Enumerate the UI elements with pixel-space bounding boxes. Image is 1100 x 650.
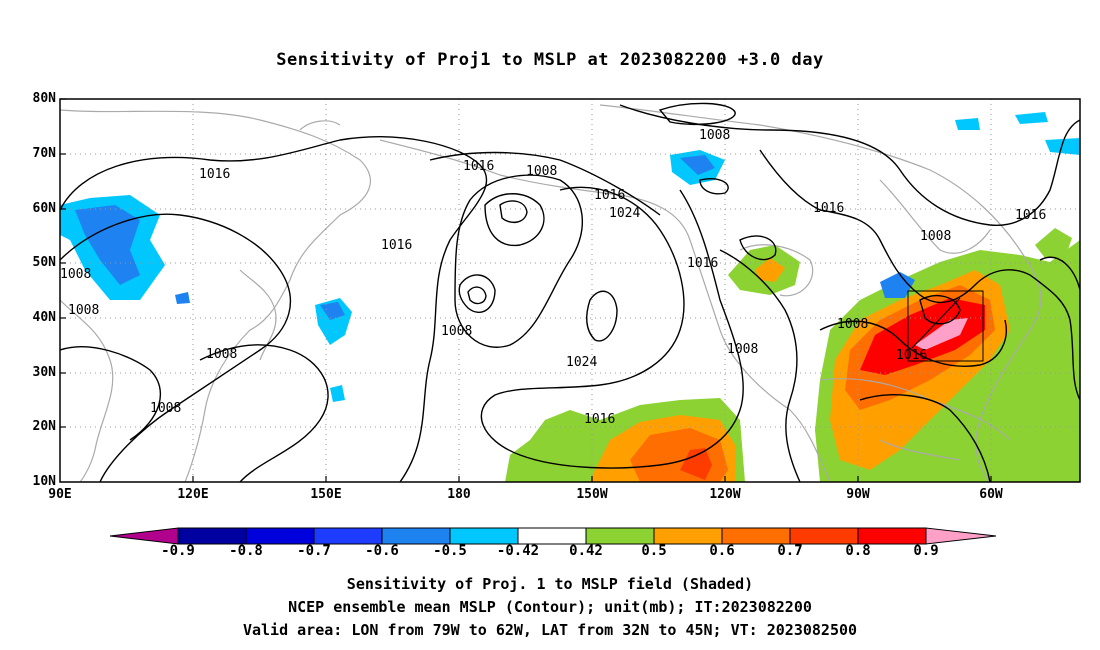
- valid-area-box: [907, 290, 984, 362]
- shade-negative-us: [880, 272, 915, 298]
- colorbar-label: 0.42: [569, 543, 603, 559]
- colorbar-label: -0.6: [365, 543, 399, 559]
- lat-label: 20N: [32, 419, 56, 434]
- contour-label: 1008: [206, 347, 237, 362]
- lon-label: 150E: [310, 487, 342, 502]
- contour-label: 1008: [920, 229, 951, 244]
- shade-negative-arctic-core: [680, 155, 715, 175]
- colorbar-label: 0.5: [641, 543, 667, 559]
- lat-label: 60N: [32, 201, 56, 216]
- colorbar-box: [313, 527, 383, 545]
- lat-label: 70N: [32, 146, 56, 161]
- contour-labels: 1016 1008 1008 1016 1008 1008 1008 1008 …: [60, 128, 1046, 427]
- colorbar-label: 0.7: [777, 543, 803, 559]
- contour-label: 1016: [594, 188, 625, 203]
- colorbar-arrow-left: [109, 527, 179, 545]
- colorbar-label: -0.42: [496, 543, 540, 559]
- shade-negative-small-3: [1045, 138, 1080, 155]
- colorbar-box: [517, 527, 587, 545]
- lon-label: 180: [447, 487, 471, 502]
- colorbar-box: [857, 527, 927, 545]
- lon-label: 90E: [48, 487, 72, 502]
- colorbar: [109, 527, 997, 545]
- colorbar-label: -0.8: [229, 543, 263, 559]
- contour-label: 1024: [609, 206, 640, 221]
- shade-negative-small-2: [1015, 112, 1048, 124]
- lon-label: 90W: [846, 487, 870, 502]
- contour-label: 1016: [687, 256, 718, 271]
- caption-line-3: Valid area: LON from 79W to 62W, LAT fro…: [242, 621, 858, 639]
- colorbar-label: -0.7: [297, 543, 331, 559]
- plot-frame: [59, 98, 1081, 483]
- shade-pink-atlantic: [915, 318, 968, 350]
- mslp-contours: [60, 102, 1080, 482]
- colorbar-box: [653, 527, 723, 545]
- colorbar-label: 0.8: [845, 543, 871, 559]
- contour-label: 1016: [1015, 208, 1046, 223]
- contour-label: 1008: [699, 128, 730, 143]
- lat-label: 10N: [32, 474, 56, 489]
- colorbar-box: [789, 527, 859, 545]
- lon-label: 150W: [576, 487, 608, 502]
- lon-label: 120W: [709, 487, 741, 502]
- shade-green-east: [1035, 228, 1072, 258]
- shade-negative-small-5: [175, 292, 190, 304]
- contour-label: 1016: [813, 201, 844, 216]
- contour-label: 1016: [199, 167, 230, 182]
- contour-label: 1008: [727, 342, 758, 357]
- colorbar-box: [245, 527, 315, 545]
- caption-line-1: Sensitivity of Proj. 1 to MSLP field (Sh…: [346, 575, 754, 593]
- shade-negative-asia-core: [75, 205, 140, 285]
- colorbar-arrow-right: [925, 527, 997, 545]
- caption-line-2: NCEP ensemble mean MSLP (Contour); unit(…: [288, 598, 812, 616]
- shade-negative-small-4: [955, 118, 980, 130]
- colorbar-box: [177, 527, 247, 545]
- shade-negative-small-1: [330, 385, 345, 402]
- contour-label: 1008: [60, 267, 91, 282]
- contour-label: 1016: [463, 159, 494, 174]
- shade-red-pacific: [680, 448, 712, 480]
- colorbar-label: 0.6: [709, 543, 735, 559]
- lat-label: 30N: [32, 365, 56, 380]
- contour-label: 1008: [150, 401, 181, 416]
- contour-label: 1008: [441, 324, 472, 339]
- lon-label: 120E: [177, 487, 209, 502]
- coastlines: [60, 104, 1042, 482]
- lat-label: 40N: [32, 310, 56, 325]
- grid-lines: [60, 99, 1080, 482]
- contour-label: 1016: [896, 348, 927, 363]
- shade-orange-hudson: [755, 258, 785, 282]
- contour-label: 1008: [68, 303, 99, 318]
- lon-label: 60W: [979, 487, 1003, 502]
- contour-label: 1016: [584, 412, 615, 427]
- colorbar-label: 0.9: [913, 543, 939, 559]
- colorbar-box: [381, 527, 451, 545]
- contour-label: 1016: [381, 238, 412, 253]
- axis-ticks: [60, 98, 992, 482]
- colorbar-box: [449, 527, 519, 545]
- lat-label: 80N: [32, 91, 56, 106]
- contour-label: 1008: [526, 164, 557, 179]
- colorbar-box: [585, 527, 655, 545]
- colorbar-box: [721, 527, 791, 545]
- colorbar-label: -0.9: [161, 543, 195, 559]
- contour-label: 1008: [837, 317, 868, 332]
- shade-negative-pacific-core: [320, 302, 345, 320]
- colorbar-label: -0.5: [433, 543, 467, 559]
- contour-label: 1024: [566, 355, 597, 370]
- lat-label: 50N: [32, 255, 56, 270]
- map-title: Sensitivity of Proj1 to MSLP at 20230822…: [276, 50, 824, 70]
